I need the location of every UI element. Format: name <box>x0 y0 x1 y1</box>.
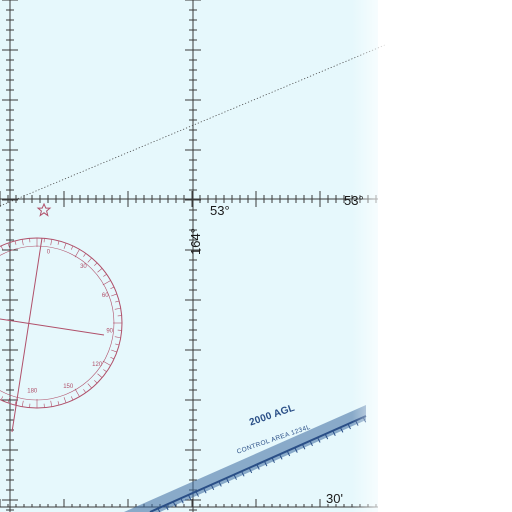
compass-rose-tick-label: 0 <box>47 250 51 256</box>
edge-fade <box>352 0 392 512</box>
compass-rose-tick-label: 180 <box>27 388 38 394</box>
minute-label: 30' <box>326 491 343 506</box>
compass-rose-tick-label: 60 <box>102 293 109 299</box>
compass-rose: 0 30 60 90 120 150 180 <box>0 237 123 433</box>
water-area <box>0 0 378 512</box>
compass-rose-tick-label: 90 <box>106 329 113 335</box>
airspace-boundary <box>124 405 367 512</box>
compass-rose-tick-label: 30 <box>80 264 87 270</box>
star-airport-icon <box>36 202 52 217</box>
longitude-label: 164° <box>188 228 203 255</box>
graticule <box>0 0 378 512</box>
compass-rose-tick-label: 120 <box>92 362 103 368</box>
dotted-route-line <box>0 44 386 207</box>
compass-rose-tick-label: 150 <box>63 384 74 390</box>
latitude-label-right: 53° <box>344 193 364 208</box>
latitude-label: 53° <box>210 203 230 218</box>
